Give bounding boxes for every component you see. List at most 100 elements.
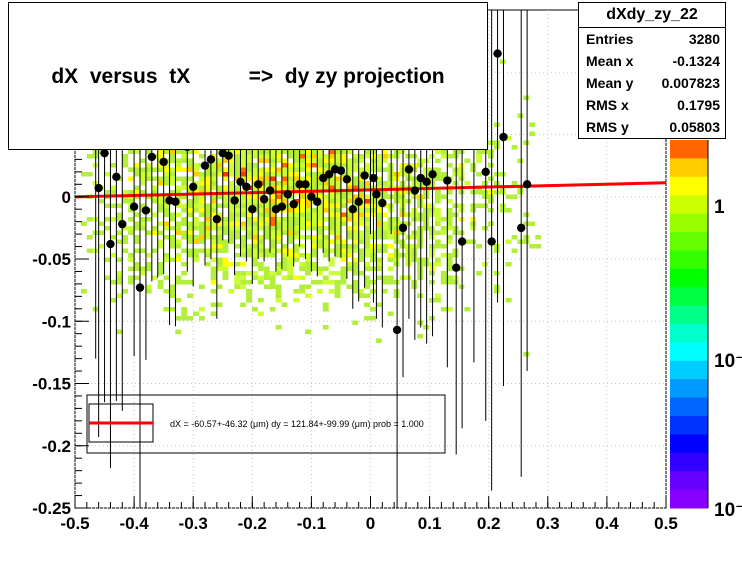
heatmap-cell <box>452 275 459 280</box>
heatmap-cell <box>328 248 335 253</box>
heatmap-cell <box>281 208 288 213</box>
data-point <box>200 161 210 170</box>
heatmap-cell <box>80 172 87 177</box>
heatmap-cell <box>193 172 199 177</box>
heatmap-cell <box>287 149 294 154</box>
heatmap-cell <box>429 154 435 159</box>
heatmap-cell <box>293 230 300 235</box>
heatmap-cell <box>80 221 87 226</box>
heatmap-cell <box>193 217 199 222</box>
heatmap-cell <box>128 226 134 231</box>
heatmap-cell <box>352 266 359 271</box>
heatmap-cell <box>511 248 518 253</box>
heatmap-cell <box>175 203 182 208</box>
heatmap-cell <box>405 253 412 258</box>
heatmap-cell <box>358 239 365 244</box>
heatmap-cell <box>198 203 205 208</box>
heatmap-cell <box>116 230 123 235</box>
data-point <box>422 177 431 187</box>
heatmap-cell <box>452 226 459 231</box>
heatmap-cell <box>145 172 152 177</box>
heatmap-cell <box>316 271 323 276</box>
data-point <box>313 197 322 206</box>
heatmap-cell <box>387 280 394 285</box>
heatmap-cell <box>246 235 252 240</box>
heatmap-cell <box>187 149 193 154</box>
heatmap-cell <box>493 145 500 150</box>
heatmap-cell <box>316 221 323 226</box>
heatmap-cell <box>328 194 335 199</box>
heatmap-cell <box>204 176 211 181</box>
heatmap-cell <box>452 230 459 235</box>
heatmap-cell <box>175 163 182 168</box>
heatmap-cell <box>316 172 323 177</box>
heatmap-cell <box>411 217 418 222</box>
heatmap-cell <box>275 217 282 222</box>
data-point <box>265 186 275 195</box>
heatmap-cell <box>523 140 530 145</box>
y-tick-label: -0.05 <box>32 250 71 269</box>
heatmap-cell <box>434 298 441 303</box>
data-point <box>324 170 334 179</box>
heatmap-cell <box>281 181 288 186</box>
heatmap-cell <box>293 158 300 163</box>
heatmap-cell <box>139 266 146 271</box>
heatmap-cell <box>275 266 282 271</box>
heatmap-cell <box>187 235 193 240</box>
heatmap-cell <box>476 271 483 276</box>
heatmap-cell <box>340 163 347 168</box>
heatmap-cell <box>169 293 176 298</box>
heatmap-cell <box>157 244 164 249</box>
heatmap-cell <box>86 217 93 222</box>
heatmap-cell <box>222 158 229 163</box>
heatmap-cell <box>210 248 217 253</box>
heatmap-cell <box>175 239 182 244</box>
heatmap-cell <box>210 167 217 172</box>
heatmap-cell <box>458 190 465 195</box>
heatmap-cell <box>352 248 359 253</box>
heatmap-cell <box>275 167 282 172</box>
heatmap-cell <box>187 163 193 168</box>
heatmap-cell <box>352 284 359 289</box>
heatmap-cell <box>269 248 276 253</box>
heatmap-cell <box>252 262 258 267</box>
heatmap-cell <box>263 271 270 276</box>
heatmap-cell <box>287 163 294 168</box>
heatmap-cell <box>210 172 217 177</box>
heatmap-cell <box>381 248 388 253</box>
heatmap-cell <box>293 154 300 159</box>
heatmap-cell <box>240 284 247 289</box>
heatmap-cell <box>281 163 288 168</box>
heatmap-cell <box>145 163 152 168</box>
heatmap-cell <box>228 149 235 154</box>
heatmap-cell <box>269 212 276 217</box>
heatmap-cell <box>246 298 252 303</box>
heatmap-cell <box>429 298 435 303</box>
heatmap-cell <box>387 176 394 181</box>
heatmap-cell <box>193 167 199 172</box>
heatmap-cell <box>311 181 317 186</box>
heatmap-cell <box>181 181 188 186</box>
colorbar-segment <box>670 268 708 288</box>
heatmap-cell <box>234 167 241 172</box>
heatmap-cell <box>417 226 424 231</box>
heatmap-cell <box>263 149 270 154</box>
heatmap-cell <box>163 275 170 280</box>
heatmap-cell <box>364 154 370 159</box>
heatmap-cell <box>434 239 441 244</box>
heatmap-cell <box>169 226 176 231</box>
heatmap-cell <box>505 208 512 213</box>
heatmap-cell <box>346 235 353 240</box>
heatmap-cell <box>370 199 376 204</box>
heatmap-cell <box>340 271 347 276</box>
heatmap-cell <box>104 226 111 231</box>
heatmap-cell <box>128 176 134 181</box>
heatmap-cell <box>145 176 152 181</box>
heatmap-cell <box>375 226 382 231</box>
heatmap-cell <box>405 235 412 240</box>
heatmap-cell <box>429 230 435 235</box>
heatmap-cell <box>375 235 382 240</box>
heatmap-cell <box>423 262 429 267</box>
data-point <box>392 325 402 335</box>
heatmap-cell <box>493 190 500 195</box>
